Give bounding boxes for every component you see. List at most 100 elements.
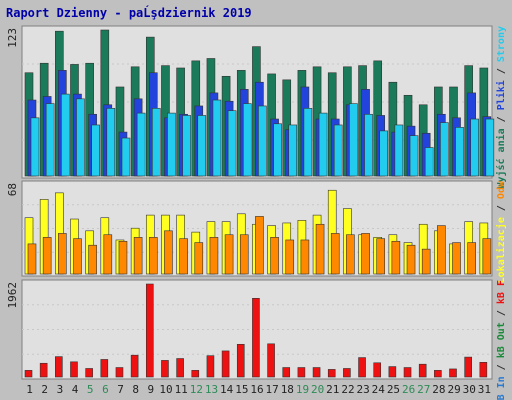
bar-odw-day-20 <box>315 223 325 275</box>
bar-strony-day-16 <box>258 105 267 177</box>
bar-odw-day-12 <box>194 242 204 275</box>
day-label-26: 26 <box>402 383 415 396</box>
bar-kb-f-day-5 <box>85 368 93 378</box>
bar-strony-day-7 <box>121 137 131 177</box>
bar-odw-day-11 <box>179 238 188 275</box>
bar-odw-day-8 <box>133 237 143 275</box>
bar-strony-day-20 <box>318 112 328 177</box>
bar-kb-f-day-18 <box>282 367 291 378</box>
bar-odw-day-23 <box>361 233 370 275</box>
bar-odw-day-7 <box>118 240 128 275</box>
day-label-11: 11 <box>175 383 188 396</box>
bar-strony-day-19 <box>303 108 313 177</box>
bar-odw-day-15 <box>239 234 249 275</box>
bar-kb-f-day-31 <box>479 362 488 378</box>
day-label-20: 20 <box>311 383 324 396</box>
bar-odw-day-9 <box>148 237 158 275</box>
bar-strony-day-27 <box>424 147 434 177</box>
bar-strony-day-14 <box>227 110 237 177</box>
legend-item: Lokalizacje <box>495 217 507 283</box>
legend-item: Wyjść ania <box>495 128 507 188</box>
day-label-27: 27 <box>417 383 430 396</box>
bar-odw-day-29 <box>452 242 461 275</box>
day-label-7: 7 <box>117 383 124 396</box>
day-label-2: 2 <box>41 383 48 396</box>
day-label-8: 8 <box>132 383 139 396</box>
day-label-17: 17 <box>266 383 279 396</box>
day-label-29: 29 <box>447 383 460 396</box>
bar-odw-day-25 <box>391 240 401 275</box>
bar-kb-f-day-24 <box>373 362 382 378</box>
day-label-25: 25 <box>387 383 400 396</box>
bar-kb-f-day-21 <box>327 369 336 378</box>
bar-kb-f-day-14 <box>221 350 230 378</box>
legend-top-panel: Wyjść ania / Pliki / Strony <box>495 26 507 189</box>
bar-odw-day-21 <box>330 233 340 275</box>
bar-odw-day-13 <box>209 237 219 275</box>
bar-strony-day-31 <box>485 118 495 177</box>
day-label-31: 31 <box>478 383 491 396</box>
bar-strony-day-17 <box>273 123 282 177</box>
bar-strony-day-26 <box>409 135 419 177</box>
bar-kb-f-day-1 <box>24 370 33 378</box>
day-label-18: 18 <box>281 383 294 396</box>
day-label-4: 4 <box>72 383 79 396</box>
y-max-label: 123 <box>6 28 19 48</box>
chart-title: Raport Dzienny - paĹşdziernik 2019 <box>6 5 252 20</box>
bar-odw-day-2 <box>42 237 52 275</box>
y-max-label: 68 <box>6 183 19 196</box>
bar-odw-day-18 <box>285 239 295 275</box>
day-label-19: 19 <box>296 383 309 396</box>
legend-item: kB F <box>496 280 507 304</box>
legend-item: Odw <box>496 180 507 199</box>
bar-odw-day-10 <box>164 230 173 275</box>
bar-odw-day-3 <box>58 233 67 275</box>
bar-kb-f-day-15 <box>236 343 245 378</box>
day-label-21: 21 <box>326 383 339 396</box>
day-label-10: 10 <box>159 383 172 396</box>
bar-kb-f-day-25 <box>388 366 397 378</box>
bar-strony-day-18 <box>288 124 298 177</box>
legend-item: Pliki <box>495 80 507 110</box>
bar-odw-day-31 <box>482 238 492 275</box>
bar-strony-day-8 <box>136 112 146 177</box>
bar-kb-f-day-20 <box>312 367 321 378</box>
bar-kb-f-day-8 <box>130 354 139 378</box>
bar-strony-day-11 <box>182 115 191 177</box>
bar-kb-f-day-17 <box>267 343 275 378</box>
day-label-5: 5 <box>87 383 94 396</box>
bar-odw-day-30 <box>467 242 476 275</box>
legend-separator: / <box>496 304 507 322</box>
bar-strony-day-3 <box>61 93 70 177</box>
bar-strony-day-4 <box>76 98 85 177</box>
bar-kb-f-day-26 <box>403 367 412 378</box>
bar-kb-f-day-30 <box>464 356 472 378</box>
day-label-30: 30 <box>463 383 476 396</box>
day-label-9: 9 <box>148 383 155 396</box>
day-label-22: 22 <box>341 383 354 396</box>
bar-strony-day-25 <box>394 124 404 177</box>
bar-odw-day-19 <box>300 239 310 275</box>
bar-kb-f-day-13 <box>206 355 215 378</box>
day-axis-labels: 1 2 3 4 5 6 7 8 9 10 11 12 13 14 15 16 17 18 19 20 21 22 23 24 2… <box>26 383 491 396</box>
legend-separator: / <box>496 358 507 376</box>
chart-panels: 123 68 1962 <box>6 25 495 380</box>
bar-strony-day-1 <box>30 117 40 177</box>
bar-strony-day-9 <box>151 108 161 177</box>
bar-kb-f-day-7 <box>115 367 124 378</box>
bar-odw-day-4 <box>73 238 82 275</box>
day-label-1: 1 <box>26 383 33 396</box>
legend-item: kB Out <box>496 322 507 358</box>
bar-strony-day-30 <box>470 118 479 177</box>
bar-strony-day-29 <box>455 127 464 177</box>
bar-kb-f-day-28 <box>434 370 442 378</box>
bar-strony-day-22 <box>349 103 358 177</box>
bar-odw-day-17 <box>270 237 279 275</box>
day-label-24: 24 <box>372 383 386 396</box>
day-label-14: 14 <box>220 383 234 396</box>
bar-strony-day-5 <box>91 124 100 177</box>
bar-kb-f-day-11 <box>176 358 184 378</box>
bar-strony-day-2 <box>45 103 55 177</box>
legend-separator: / <box>496 110 507 128</box>
